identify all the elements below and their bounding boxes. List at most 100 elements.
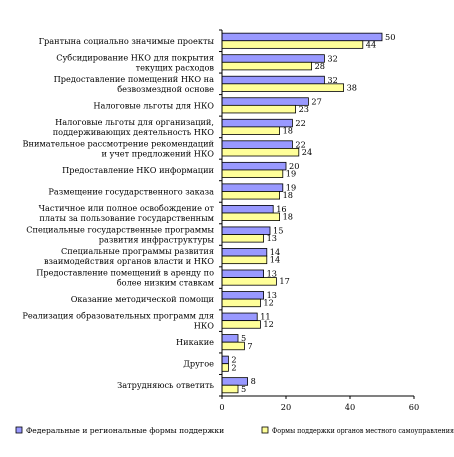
value-label: 14 (270, 255, 280, 265)
bar-federal (221, 312, 258, 322)
category-label: текущих расходов (136, 62, 215, 72)
x-tick-label: 40 (345, 402, 355, 412)
category-label: Оказание методической помощи (71, 294, 215, 304)
x-tick-label: 20 (281, 402, 291, 412)
value-label: 11 (260, 312, 270, 322)
bar-local (221, 126, 280, 135)
bar-federal (221, 75, 325, 85)
bar-federal (221, 183, 284, 192)
bar-federal (221, 355, 229, 365)
bar-federal (221, 204, 274, 214)
category-label: развития инфраструктуры (99, 235, 215, 245)
bar-local (221, 255, 268, 265)
value-label: 22 (295, 118, 305, 128)
legend-label-federal: Федеральные и региональные формы поддерж… (26, 426, 224, 435)
value-label: 22 (295, 139, 305, 149)
value-label: 12 (263, 319, 273, 329)
bar-federal (221, 161, 287, 171)
legend-swatch-local (261, 426, 269, 434)
value-label: 2 (231, 362, 236, 372)
value-label: 18 (283, 125, 293, 135)
category-label: поддерживающих деятельность НКО (53, 127, 215, 137)
category-label: Налоговые льготы для НКО (93, 100, 214, 110)
category-label: Специальные государственные программы (26, 225, 214, 235)
category-label: Специальные программы развития (61, 246, 214, 256)
bar-federal (221, 248, 268, 257)
bar-local (221, 212, 280, 221)
legend-label-local: Формы поддержки органов местного самоупр… (272, 426, 454, 435)
bar-federal (221, 269, 264, 278)
category-label: взаимодействия органов власти и НКО (44, 256, 214, 266)
value-label: 18 (283, 190, 293, 200)
value-label: 7 (247, 341, 252, 351)
bar-local (221, 61, 312, 71)
category-label: Реализация образовательных программ для (22, 311, 214, 321)
category-label: Предоставление НКО информации (62, 165, 214, 175)
bar-federal (221, 226, 271, 235)
bar-local (221, 191, 280, 200)
bar-local (221, 169, 284, 178)
value-label: 2 (231, 355, 236, 365)
bar-federal (221, 32, 383, 42)
value-label: 50 (385, 32, 395, 42)
bar-local (221, 234, 264, 243)
category-label: более низким ставкам (117, 278, 215, 288)
x-tick-label: 0 (219, 402, 224, 412)
category-label: Размещение государственного заказа (48, 186, 214, 196)
category-label: безвозмездной основе (117, 84, 214, 94)
value-label: 5 (241, 384, 246, 394)
category-label: Налоговые льготы для организаций, (55, 117, 214, 127)
value-label: 32 (327, 53, 337, 63)
value-label: 5 (241, 333, 246, 343)
value-label: 14 (270, 247, 280, 257)
value-label: 32 (327, 75, 337, 85)
bar-federal (221, 334, 239, 343)
category-label: Грантына социально значимые проекты (39, 36, 215, 46)
category-labels-layer: Грантына социально значимые проекты Субси… (22, 36, 214, 390)
category-label: платы за пользование государственным (39, 213, 214, 223)
value-label: 28 (315, 61, 325, 71)
value-label: 15 (273, 226, 283, 236)
value-label: 18 (283, 212, 293, 222)
bar-local (221, 40, 364, 49)
bar-local (221, 341, 245, 351)
bar-local (221, 384, 239, 394)
category-label: Предоставление помещений в аренду по (36, 268, 214, 278)
bar-local (221, 320, 261, 329)
value-label: 19 (286, 182, 296, 192)
value-label: 17 (279, 276, 289, 286)
value-label: 27 (311, 96, 321, 106)
value-label: 23 (299, 104, 309, 114)
value-label: 13 (267, 269, 277, 279)
bar-federal (221, 291, 264, 300)
category-label: Никакие (176, 337, 214, 347)
x-axis: 0 20 40 60 (219, 29, 419, 412)
value-label: 13 (267, 290, 277, 300)
legend-swatch-federal (15, 426, 23, 434)
x-tick-label: 60 (409, 402, 419, 412)
value-label: 44 (366, 39, 376, 49)
value-label: 38 (347, 82, 357, 92)
value-label: 8 (251, 376, 256, 386)
category-label: Субсидирование НКО для покрытия (56, 52, 214, 62)
bar-local (221, 363, 229, 372)
value-label: 24 (302, 147, 312, 157)
bar-local (221, 104, 296, 114)
value-label: 20 (289, 161, 299, 171)
value-label: 12 (263, 298, 273, 308)
bar-local (221, 277, 277, 286)
category-label: Внимательное рассмотрение рекомендаций (22, 138, 214, 148)
category-label: Предоставление помещений НКО на (54, 74, 214, 84)
bar-local (221, 298, 261, 308)
bar-federal (221, 140, 293, 149)
bars-layer: 5044322832382723221822242019191816181513… (221, 32, 395, 394)
category-label: Другое (183, 359, 214, 369)
category-label: Частичное или полное освобождение от (39, 203, 215, 213)
bar-local (221, 148, 300, 157)
bar-federal (221, 97, 309, 106)
category-label: Затрудняюсь ответить (117, 380, 214, 390)
bar-local (221, 83, 344, 92)
value-label: 16 (276, 204, 286, 214)
value-label: 13 (267, 233, 277, 243)
